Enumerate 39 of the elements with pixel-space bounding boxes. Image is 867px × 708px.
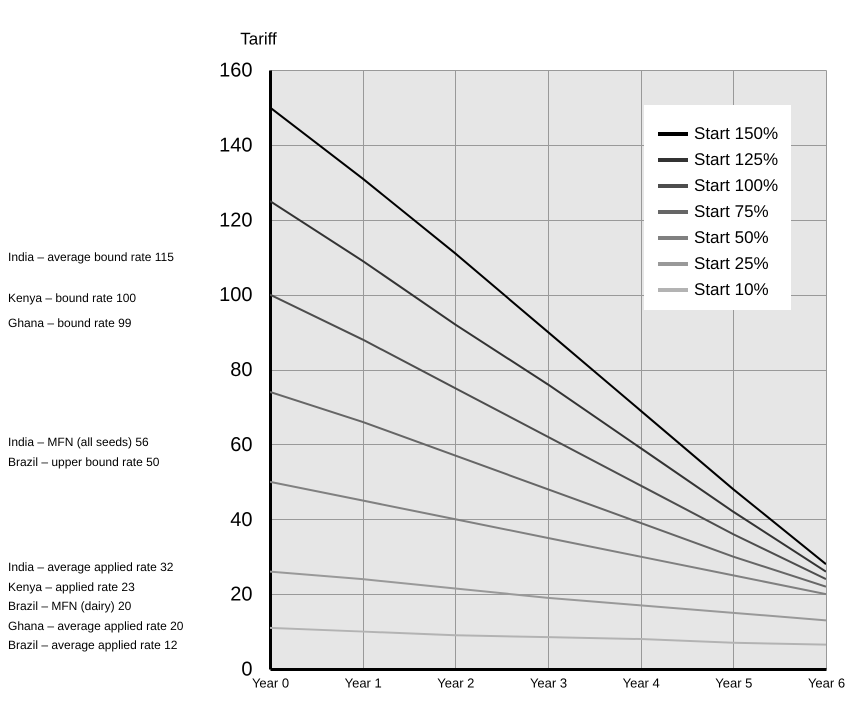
y-tick-label: 60 (230, 434, 252, 456)
x-tick-label: Year 6 (808, 676, 846, 690)
line-series (270, 480, 826, 596)
x-tick-label: Year 3 (530, 676, 568, 690)
line-series (270, 626, 826, 646)
y-tick-label: 80 (230, 359, 252, 381)
line-series (270, 294, 826, 580)
line-series (270, 200, 826, 573)
x-tick-label: Year 1 (344, 676, 382, 690)
text: Kenya – applied rate 23 (8, 580, 136, 594)
legend-label: Start 10% (694, 280, 769, 299)
legend-label: Start 150% (694, 124, 778, 143)
y-tick-label: 0 (241, 658, 252, 680)
y-tick-label: 100 (219, 284, 252, 306)
text: Brazil – average applied rate 12 (8, 638, 178, 652)
y-tick-label: 140 (219, 134, 252, 156)
y-tick-label: 120 (219, 209, 252, 232)
y-axis-title: Tariff (240, 30, 278, 48)
line-series (270, 390, 826, 588)
legend-label: Start 75% (694, 202, 769, 221)
text: Brazil – MFN (dairy) 20 (8, 599, 132, 613)
legend-label: Start 100% (694, 176, 778, 195)
text: Ghana – bound rate 99 (8, 316, 132, 330)
text: Kenya – bound rate 100 (8, 291, 136, 305)
legend-label: Start 125% (694, 150, 778, 169)
x-tick-label: Year 2 (437, 676, 474, 690)
text: Ghana – average applied rate 20 (8, 619, 184, 633)
legend-label: Start 50% (694, 228, 769, 247)
x-tick-label: Year 5 (715, 676, 752, 690)
legend-label: Start 25% (694, 254, 769, 273)
text: India – average applied rate 32 (8, 560, 174, 574)
x-tick-label: Year 0 (252, 676, 290, 690)
text: India – average bound rate 115 (8, 250, 174, 264)
y-tick-label: 160 (219, 60, 252, 82)
text: Brazil – upper bound rate 50 (8, 455, 160, 469)
x-tick-label: Year 4 (622, 676, 660, 690)
y-tick-label: 40 (230, 508, 252, 531)
text: India – MFN (all seeds) 56 (8, 435, 150, 449)
y-tick-label: 20 (230, 584, 252, 606)
